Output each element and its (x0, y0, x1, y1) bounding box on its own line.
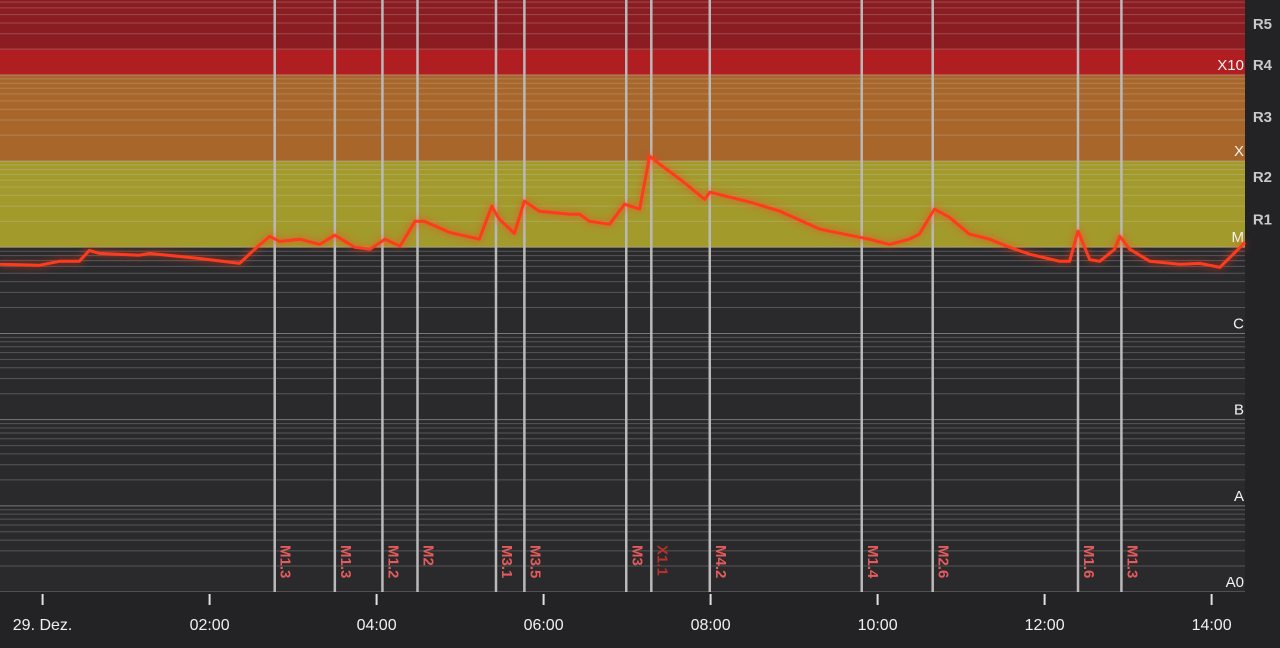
flux-line (0, 154, 1247, 269)
flux-band (0, 74, 1245, 162)
flux-band (0, 0, 1245, 49)
x-tick-label: 06:00 (524, 617, 564, 634)
x-tick-label: 12:00 (1025, 617, 1065, 634)
x-tick-label: 29. Dez. (13, 617, 73, 634)
flare-label: M1.3 (1123, 545, 1140, 578)
flare-label: M1.2 (384, 545, 401, 578)
y-tick-label: X10 (1217, 57, 1244, 74)
flare-label: M2 (420, 545, 437, 566)
flux-band (0, 48, 1245, 75)
x-tick-label: 04:00 (357, 617, 397, 634)
flare-label: M3 (628, 545, 645, 566)
scale-tick-label: R3 (1253, 109, 1272, 126)
scale-tick-label: R4 (1253, 57, 1273, 74)
flare-label: M3.1 (498, 545, 515, 578)
flare-label: M1.3 (277, 545, 294, 578)
scale-tick-label: R1 (1253, 212, 1272, 229)
scale-tick-label: R5 (1253, 16, 1272, 33)
flare-label: X1.1 (653, 545, 670, 576)
x-tick-label: 08:00 (691, 617, 731, 634)
flare-label: M3.5 (526, 545, 543, 578)
flare-label: M1.4 (864, 545, 881, 579)
flare-label: M4.2 (712, 545, 729, 578)
x-tick-label: 10:00 (858, 617, 898, 634)
y-tick-label: M (1232, 229, 1245, 246)
flare-label: M1.3 (337, 545, 354, 578)
scale-tick-label: R2 (1253, 169, 1272, 186)
x-axis-background (0, 592, 1280, 648)
flare-label: M1.6 (1080, 545, 1097, 578)
y-tick-label: C (1233, 315, 1244, 332)
x-tick-label: 14:00 (1192, 617, 1232, 634)
y-tick-label: B (1234, 402, 1244, 419)
x-tick-label: 02:00 (190, 617, 230, 634)
flare-label: M2.6 (935, 545, 952, 578)
y-tick-label: A (1234, 488, 1244, 505)
y-tick-label: X (1234, 143, 1244, 160)
flux-band (0, 161, 1245, 248)
y-tick-label: A0 (1226, 574, 1244, 591)
